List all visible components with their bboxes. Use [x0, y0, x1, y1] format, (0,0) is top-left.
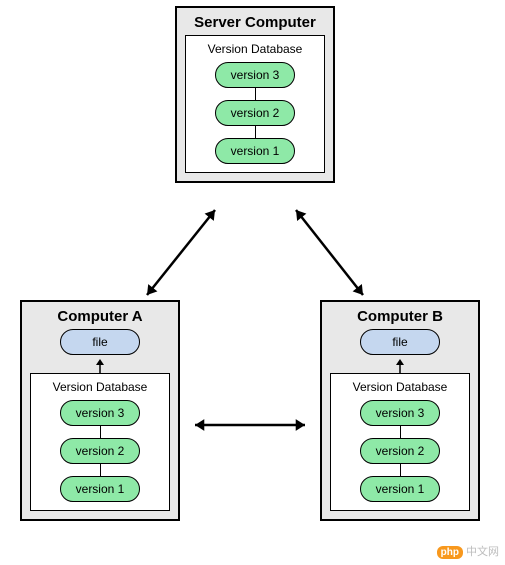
server-computer-box: Server Computer Version Database version… — [175, 6, 335, 183]
server-db-title: Version Database — [194, 42, 316, 56]
computer-b-box: Computer B file Version Database version… — [320, 300, 480, 521]
computer-a-version-stack: version 3 version 2 version 1 — [39, 400, 161, 502]
server-title: Server Computer — [185, 14, 325, 31]
version-node: version 1 — [360, 476, 440, 502]
version-node: version 3 — [60, 400, 140, 426]
watermark-badge: php — [437, 546, 463, 559]
version-connector — [100, 464, 101, 476]
version-node: version 2 — [215, 100, 295, 126]
computer-a-db-box: Version Database version 3 version 2 ver… — [30, 373, 170, 511]
file-to-db-arrow — [330, 359, 470, 373]
watermark-text: 中文网 — [466, 546, 499, 558]
computer-b-title: Computer B — [330, 308, 470, 325]
version-connector — [400, 464, 401, 476]
version-connector — [255, 126, 256, 138]
diagram-canvas: Server Computer Version Database version… — [0, 0, 505, 565]
computer-b-db-box: Version Database version 3 version 2 ver… — [330, 373, 470, 511]
version-connector — [400, 426, 401, 438]
computer-a-title: Computer A — [30, 308, 170, 325]
server-version-stack: version 3 version 2 version 1 — [194, 62, 316, 164]
computer-a-db-title: Version Database — [39, 380, 161, 394]
version-node: version 2 — [60, 438, 140, 464]
file-to-db-arrow — [30, 359, 170, 373]
version-node: version 3 — [360, 400, 440, 426]
computer-b-db-title: Version Database — [339, 380, 461, 394]
version-node: version 1 — [215, 138, 295, 164]
watermark: php 中文网 — [437, 543, 499, 559]
file-node: file — [60, 329, 140, 355]
file-node: file — [360, 329, 440, 355]
version-node: version 2 — [360, 438, 440, 464]
server-db-box: Version Database version 3 version 2 ver… — [185, 35, 325, 173]
version-node: version 3 — [215, 62, 295, 88]
version-connector — [255, 88, 256, 100]
computer-b-version-stack: version 3 version 2 version 1 — [339, 400, 461, 502]
version-node: version 1 — [60, 476, 140, 502]
computer-a-box: Computer A file Version Database version… — [20, 300, 180, 521]
version-connector — [100, 426, 101, 438]
